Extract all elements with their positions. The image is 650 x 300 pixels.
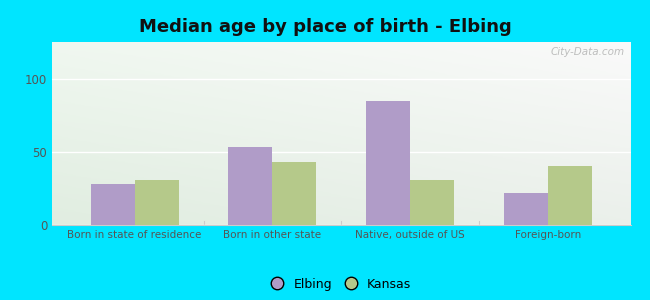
Bar <box>90 184 135 225</box>
Bar <box>504 193 548 225</box>
Legend: Elbing, Kansas: Elbing, Kansas <box>265 272 418 297</box>
Bar <box>272 162 317 225</box>
Bar <box>135 180 179 225</box>
Bar <box>228 147 272 225</box>
Bar <box>548 167 592 225</box>
Text: Median age by place of birth - Elbing: Median age by place of birth - Elbing <box>138 18 512 36</box>
Text: City-Data.com: City-Data.com <box>551 47 625 58</box>
Bar <box>410 180 454 225</box>
Bar <box>366 100 410 225</box>
